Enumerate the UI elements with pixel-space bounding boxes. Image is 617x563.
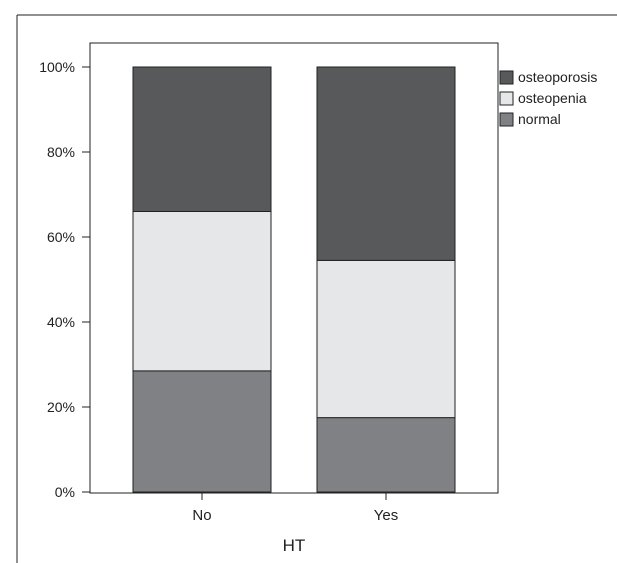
legend: osteoporosis osteopenia normal [499, 69, 597, 127]
x-axis-title: HT [283, 536, 306, 555]
bar-segment-normal-no [132, 370, 272, 493]
legend-label-osteoporosis: osteoporosis [518, 69, 597, 85]
legend-swatch-osteoporosis [499, 70, 514, 85]
legend-swatch-osteopenia [499, 91, 514, 106]
bar-segment-osteoporosis-yes [316, 66, 456, 261]
bar-segment-osteopenia-no [132, 211, 272, 372]
x-tick-label: No [192, 507, 211, 524]
x-axis: No Yes [192, 493, 398, 524]
y-tick-label: 100% [39, 59, 75, 75]
y-tick-label: 20% [47, 399, 75, 415]
y-tick-label: 60% [47, 229, 75, 245]
y-tick-label: 0% [55, 484, 75, 500]
bars-group [132, 66, 456, 493]
x-tick-label: Yes [374, 507, 398, 524]
y-tick-label: 40% [47, 314, 75, 330]
bar-segment-osteopenia-yes [316, 259, 456, 419]
y-axis: 0% 20% 40% 60% 80% 100% [39, 59, 90, 500]
plot-frame [89, 42, 499, 494]
bar-segment-osteoporosis-no [132, 66, 272, 212]
legend-label-osteopenia: osteopenia [518, 90, 587, 106]
legend-swatch-normal [499, 112, 514, 127]
bar-segment-normal-yes [316, 417, 456, 493]
legend-label-normal: normal [518, 111, 561, 127]
y-tick-label: 80% [47, 144, 75, 160]
